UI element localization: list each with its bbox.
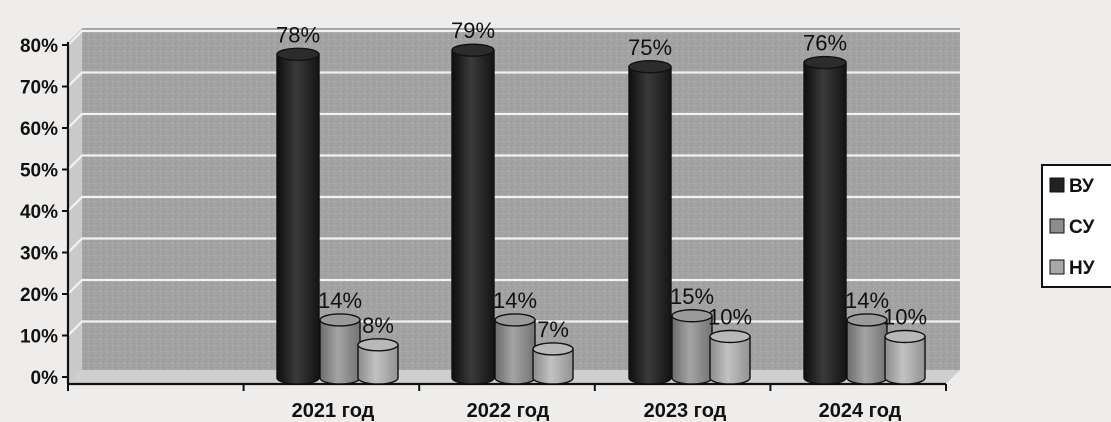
y-tick-label: 0% (31, 368, 59, 389)
bar-body (451, 49, 495, 385)
bar (276, 47, 320, 385)
x-tick-label: 2022 год (467, 400, 550, 422)
bar-body (628, 66, 672, 385)
bar (671, 309, 713, 385)
bar (846, 313, 888, 385)
bar (628, 60, 672, 385)
legend-swatch-vu (1049, 177, 1065, 193)
bar-top (494, 313, 536, 327)
legend-label-vu: ВУ (1069, 176, 1094, 197)
legend-label-su: СУ (1069, 217, 1094, 238)
y-tick-label: 40% (20, 202, 58, 223)
bar (884, 329, 926, 385)
bar-top (357, 338, 399, 352)
y-tick-label: 30% (20, 244, 58, 265)
legend: ВУ СУ НУ (1041, 164, 1111, 288)
bar-body (319, 319, 361, 385)
bar-top (671, 309, 713, 323)
data-label: 14% (493, 288, 537, 313)
y-tick-label: 10% (20, 327, 58, 348)
bar (709, 329, 751, 385)
data-label: 7% (537, 317, 569, 342)
data-label: 15% (670, 284, 714, 309)
bar-top (532, 342, 574, 356)
y-tick-label: 60% (20, 119, 58, 140)
x-tick-label: 2023 год (644, 400, 727, 422)
gridline (67, 29, 960, 46)
data-label: 14% (318, 288, 362, 313)
bar (803, 55, 847, 385)
bar-body (709, 335, 751, 385)
bar-body (671, 315, 713, 385)
bar-body (532, 348, 574, 385)
axes: 0% 10% 20% 30% 40% 50% 60% 70% 80% 2021 год 2022 г… (20, 36, 947, 422)
bar-top (276, 47, 320, 61)
legend-swatch-nu (1049, 259, 1065, 275)
data-labels: 78% 79%75% 76%14% 14% 15% 14%8% 7% 10% 10% (276, 18, 927, 342)
bar-top (803, 55, 847, 70)
x-tick-label: 2024 год (819, 400, 902, 422)
data-label: 10% (883, 305, 927, 330)
bar-body (276, 53, 320, 385)
y-tick-label: 20% (20, 285, 58, 306)
data-label: 14% (845, 288, 889, 313)
bar (319, 313, 361, 385)
bar-top (628, 60, 672, 74)
bar (357, 338, 399, 385)
bar-top (451, 43, 495, 57)
data-label: 78% (276, 22, 320, 47)
bar-body (884, 335, 926, 385)
bar-body (494, 319, 536, 385)
bar-top (319, 313, 361, 327)
bar-body (803, 61, 847, 385)
bars (276, 43, 926, 385)
bar-top (884, 329, 926, 344)
data-label: 75% (628, 35, 672, 60)
bar (532, 342, 574, 385)
y-tick-label: 80% (20, 36, 58, 57)
bar-body (846, 319, 888, 385)
y-tick-label: 50% (20, 161, 58, 182)
bar-body (357, 344, 399, 385)
data-label: 10% (708, 305, 752, 330)
legend-swatch-su (1049, 218, 1065, 234)
data-label: 76% (803, 31, 847, 56)
bar-top (709, 329, 751, 344)
legend-label-nu: НУ (1069, 258, 1095, 279)
x-tick-label: 2021 год (292, 400, 375, 422)
bar (451, 43, 495, 385)
y-tick-label: 70% (20, 78, 58, 99)
bar-top (846, 313, 888, 327)
bar (494, 313, 536, 385)
data-label: 79% (451, 18, 495, 43)
data-label: 8% (362, 313, 394, 338)
plot-side-wall (68, 28, 82, 384)
